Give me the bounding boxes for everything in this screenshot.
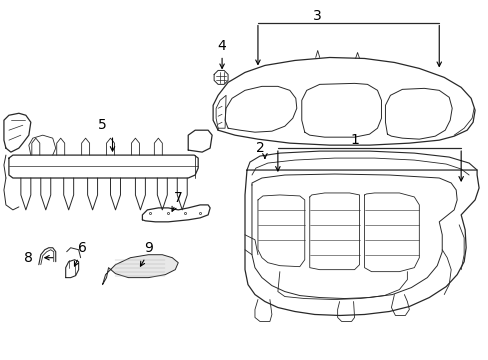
Polygon shape [258, 195, 304, 267]
Text: 9: 9 [143, 241, 152, 255]
Text: 4: 4 [217, 39, 226, 53]
Text: 8: 8 [24, 251, 33, 265]
Text: 5: 5 [98, 118, 107, 132]
Text: 1: 1 [349, 133, 358, 147]
Polygon shape [188, 130, 212, 152]
Text: 7: 7 [174, 191, 182, 205]
Polygon shape [251, 174, 456, 298]
Polygon shape [9, 155, 198, 178]
Polygon shape [301, 84, 381, 137]
Polygon shape [385, 88, 451, 139]
Text: 2: 2 [255, 141, 264, 155]
Polygon shape [142, 205, 210, 222]
Polygon shape [102, 255, 178, 285]
Text: 3: 3 [313, 9, 322, 23]
Polygon shape [216, 95, 225, 128]
Polygon shape [364, 193, 419, 272]
Polygon shape [213, 58, 474, 145]
Polygon shape [4, 113, 31, 152]
Polygon shape [309, 193, 359, 270]
Polygon shape [224, 86, 296, 132]
Polygon shape [244, 170, 478, 315]
Text: 6: 6 [78, 241, 87, 255]
